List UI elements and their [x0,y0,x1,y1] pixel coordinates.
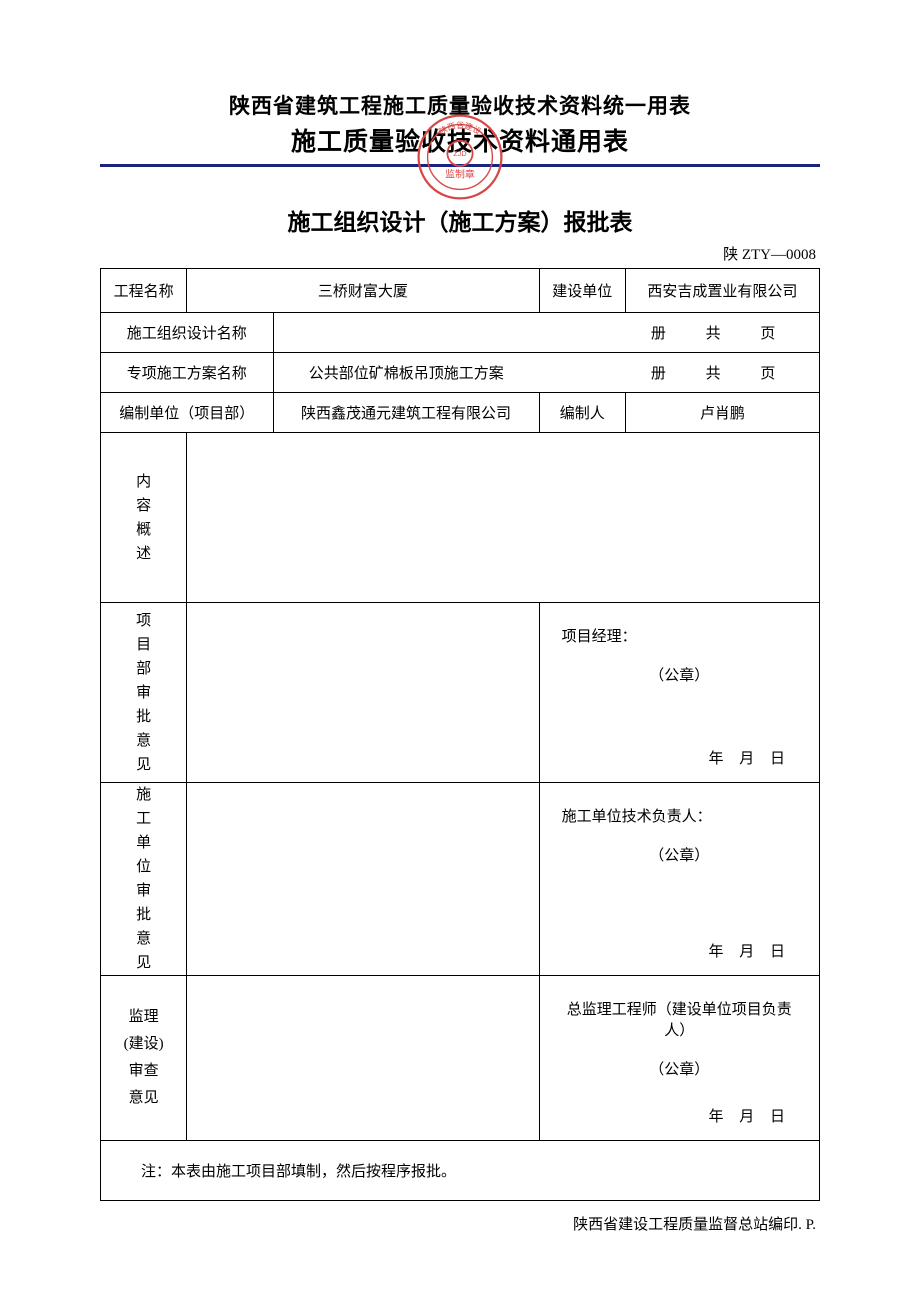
value-project-name: 三桥财富大厦 [187,269,539,313]
sig-supervision-label: 总监理工程师（建设单位项目负责人） [562,998,797,1040]
row-supervision-opinion: 监理 (建设) 审查 意见 总监理工程师（建设单位项目负责人） （公章） 年 月… [101,976,820,1141]
row-project-name: 工程名称 三桥财富大厦 建设单位 西安吉成置业有限公司 [101,269,820,313]
value-special-plan: 公共部位矿棉板吊顶施工方案 [273,353,539,393]
sig-project-manager-label: 项目经理： [562,625,797,646]
note-text: 注：本表由施工项目部填制，然后按程序报批。 [101,1141,820,1201]
row-project-dept-opinion: 项目部审批意见 项目经理： （公章） 年 月 日 [101,603,820,783]
sig-project-manager-date: 年 月 日 [708,747,791,768]
header-line1: 陕西省建筑工程施工质量验收技术资料统一用表 [100,90,820,120]
sig-supervision-seal: （公章） [562,1058,797,1079]
header-divider [100,164,820,167]
row-construction-unit-opinion: 施工单位审批意见 施工单位技术负责人： （公章） 年 月 日 [101,783,820,976]
label-content-summary: 内 容 概 述 [101,433,187,603]
value-construction-unit-opinion [187,783,539,976]
label-project-name: 工程名称 [101,269,187,313]
sig-construction-tech: 施工单位技术负责人： （公章） 年 月 日 [539,783,819,976]
doc-code: 陕 ZTY—0008 [100,243,820,264]
label-compiler: 编制人 [539,393,625,433]
row-special-plan: 专项施工方案名称 公共部位矿棉板吊顶施工方案 册 共 页 [101,353,820,393]
value-supervision-opinion [187,976,539,1141]
spacer-1 [539,313,625,353]
label-supervision-opinion: 监理 (建设) 审查 意见 [101,976,187,1141]
label-construction-unit: 建设单位 [539,269,625,313]
sig-supervision: 总监理工程师（建设单位项目负责人） （公章） 年 月 日 [539,976,819,1141]
spacer-2 [539,353,625,393]
row-design-name: 施工组织设计名称 册 共 页 [101,313,820,353]
form-table: 工程名称 三桥财富大厦 建设单位 西安吉成置业有限公司 施工组织设计名称 册 共… [100,268,820,1201]
label-construction-unit-opinion: 施工单位审批意见 [101,783,187,976]
footer-text: 陕西省建设工程质量监督总站编印. P. [100,1213,820,1234]
page: 陕西省建筑工程施工质量验收技术资料统一用表 施工质量验收技术资料通用表 陕西省建… [0,0,920,1302]
value-special-book-pages: 册 共 页 [625,353,819,393]
sig-project-manager: 项目经理： （公章） 年 月 日 [539,603,819,783]
value-compiling-unit: 陕西鑫茂通元建筑工程有限公司 [273,393,539,433]
value-compiler: 卢肖鹏 [625,393,819,433]
sig-construction-tech-seal: （公章） [562,844,797,865]
row-content-summary: 内 容 概 述 [101,433,820,603]
value-project-dept-opinion [187,603,539,783]
sig-construction-tech-date: 年 月 日 [708,940,791,961]
row-note: 注：本表由施工项目部填制，然后按程序报批。 [101,1141,820,1201]
form-title: 施工组织设计（施工方案）报批表 [100,203,820,237]
value-construction-unit: 西安吉成置业有限公司 [625,269,819,313]
value-design-book-pages: 册 共 页 [625,313,819,353]
svg-text:监制章: 监制章 [445,168,475,181]
sig-construction-tech-label: 施工单位技术负责人： [562,805,797,826]
value-design-name [273,313,539,353]
header-line2: 施工质量验收技术资料通用表 [100,122,820,158]
sig-supervision-date: 年 月 日 [708,1105,791,1126]
row-compiling-unit: 编制单位（项目部） 陕西鑫茂通元建筑工程有限公司 编制人 卢肖鹏 [101,393,820,433]
label-special-plan: 专项施工方案名称 [101,353,274,393]
value-content-summary [187,433,820,603]
header-block: 陕西省建筑工程施工质量验收技术资料统一用表 施工质量验收技术资料通用表 陕西省建… [100,90,820,167]
label-project-dept-opinion: 项目部审批意见 [101,603,187,783]
label-compiling-unit: 编制单位（项目部） [101,393,274,433]
label-design-name: 施工组织设计名称 [101,313,274,353]
sig-project-manager-seal: （公章） [562,664,797,685]
